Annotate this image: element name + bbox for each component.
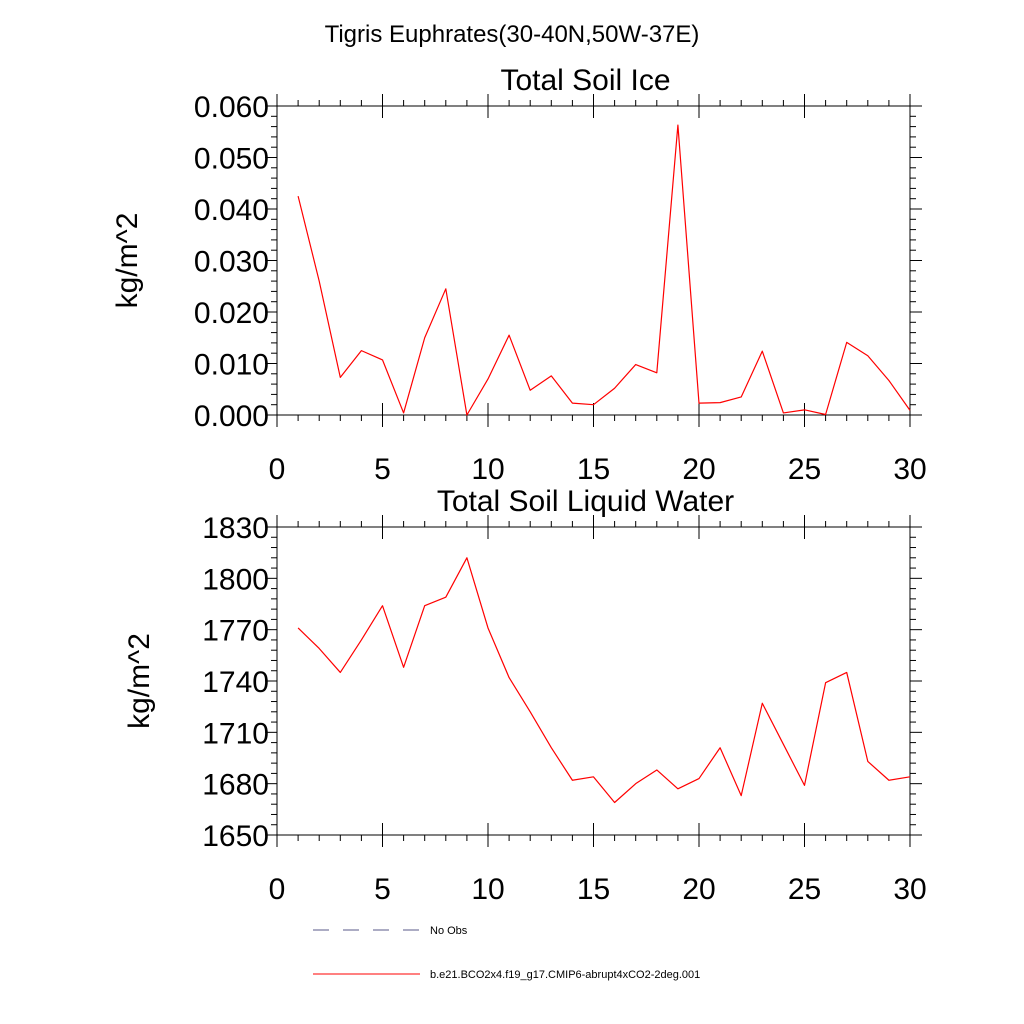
x-tick-label: 5 <box>374 453 391 486</box>
series-line-0 <box>297 557 911 804</box>
x-tick-label: 10 <box>471 873 504 906</box>
y-tick-label: 0.000 <box>194 400 269 433</box>
figure-title: Tigris Euphrates(30-40N,50W-37E) <box>325 21 700 48</box>
plot-frame <box>276 526 911 836</box>
y-tick-label: 0.020 <box>194 297 269 330</box>
panel-total-soil-liquid-water: Total Soil Liquid Water kg/m^2 0 5 10 15 20 25 3… <box>123 485 927 906</box>
x-tick-label: 20 <box>682 873 715 906</box>
chart-title: Total Soil Liquid Water <box>437 485 734 518</box>
y-tick-label: 1830 <box>202 512 269 545</box>
x-tick-label: 15 <box>577 873 610 906</box>
legend-label-no-obs: No Obs <box>430 925 468 937</box>
y-tick-label: 1680 <box>202 769 269 802</box>
y-tick-label: 0.060 <box>194 91 269 124</box>
y-tick-label: 0.010 <box>194 349 269 382</box>
y-axis-label: kg/m^2 <box>111 213 144 309</box>
x-tick-label: 25 <box>788 453 821 486</box>
y-tick-label: 1800 <box>202 563 269 596</box>
x-tick-label: 25 <box>788 873 821 906</box>
y-tick-label: 0.030 <box>194 246 269 279</box>
series-line-0 <box>297 124 911 416</box>
y-tick-label: 0.040 <box>194 194 269 227</box>
y-axis-label: kg/m^2 <box>123 633 156 729</box>
x-tick-label: 15 <box>577 453 610 486</box>
x-tick-label: 30 <box>893 873 926 906</box>
x-tick-label: 30 <box>893 453 926 486</box>
legend: No Obs b.e21.BCO2x4.f19_g17.CMIP6-abrupt… <box>313 925 700 981</box>
y-tick-label: 1650 <box>202 820 269 853</box>
y-tick-label: 0.050 <box>194 143 269 176</box>
y-tick-label: 1740 <box>202 666 269 699</box>
panel-total-soil-ice: Total Soil Ice kg/m^2 0 5 10 15 20 25 30 0.000 0.0… <box>111 64 927 486</box>
y-tick-label: 1710 <box>202 717 269 750</box>
x-tick-label: 10 <box>471 453 504 486</box>
x-tick-label: 0 <box>269 453 286 486</box>
y-tick-label: 1770 <box>202 615 269 648</box>
x-tick-label: 5 <box>374 873 391 906</box>
chart-title: Total Soil Ice <box>500 64 670 97</box>
plot-frame <box>276 105 911 416</box>
x-tick-label: 20 <box>682 453 715 486</box>
legend-label-model-run: b.e21.BCO2x4.f19_g17.CMIP6-abrupt4xCO2-2… <box>430 969 700 981</box>
x-tick-label: 0 <box>269 873 286 906</box>
